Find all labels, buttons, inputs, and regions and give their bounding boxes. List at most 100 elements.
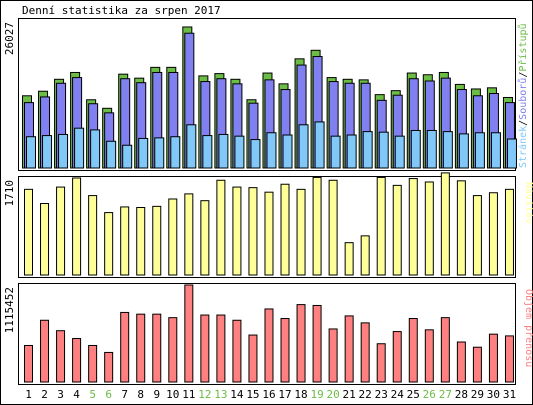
bar-pages-day-22 — [362, 131, 373, 169]
bar-visits-day-30 — [488, 192, 498, 276]
bar-visits-day-13 — [216, 179, 226, 276]
bar-kbytes-day-18 — [296, 304, 306, 383]
bar-visits-day-31 — [504, 188, 514, 276]
xtick-day-19: 19 — [310, 388, 323, 401]
bar-visits-day-5 — [88, 195, 98, 276]
xtick-day-16: 16 — [262, 388, 275, 401]
bar-pages-day-24 — [394, 135, 405, 169]
bar-visits-day-28 — [456, 180, 466, 276]
bar-visits-day-15 — [248, 187, 258, 276]
legend-entry-pages: Stránek — [517, 126, 529, 168]
bar-visits-day-14 — [232, 186, 242, 276]
bar-pages-day-2 — [42, 135, 53, 169]
xtick-day-13: 13 — [214, 388, 227, 401]
bar-kbytes-day-2 — [40, 319, 50, 383]
bar-kbytes-day-12 — [200, 314, 210, 383]
bar-kbytes-day-29 — [472, 346, 482, 383]
xtick-day-18: 18 — [294, 388, 307, 401]
bar-visits-day-11 — [184, 193, 194, 276]
chart-title: Denní statistika za srpen 2017 — [22, 4, 221, 17]
bar-pages-day-20 — [330, 135, 341, 169]
bar-kbytes-day-27 — [440, 317, 450, 383]
bar-visits-day-2 — [40, 203, 50, 276]
xtick-day-6: 6 — [105, 388, 112, 401]
xtick-day-24: 24 — [391, 388, 405, 401]
bar-visits-day-4 — [72, 177, 82, 276]
bar-pages-day-30 — [490, 132, 501, 169]
bar-visits-day-8 — [136, 206, 146, 276]
ylabel-kbytes: 1115452 — [3, 287, 16, 333]
bar-visits-day-6 — [104, 212, 114, 276]
legend-kbytes: Objem přenosu — [523, 289, 533, 367]
xtick-day-11: 11 — [182, 388, 195, 401]
bar-kbytes-day-25 — [408, 318, 418, 383]
bar-kbytes-day-16 — [264, 308, 274, 383]
bar-pages-day-23 — [378, 131, 389, 169]
bar-pages-day-4 — [74, 127, 85, 169]
ylabel-requests: 26027 — [3, 22, 16, 55]
bar-visits-day-19 — [312, 176, 322, 276]
xtick-day-21: 21 — [343, 388, 356, 401]
bar-visits-day-24 — [392, 184, 402, 276]
bar-visits-day-1 — [24, 188, 33, 276]
bar-visits-day-10 — [168, 198, 178, 276]
bar-pages-day-25 — [410, 129, 421, 169]
xtick-day-28: 28 — [455, 388, 468, 401]
xtick-day-4: 4 — [73, 388, 80, 401]
xtick-day-26: 26 — [423, 388, 436, 401]
xtick-day-9: 9 — [153, 388, 160, 401]
bar-visits-day-29 — [472, 195, 482, 276]
bar-visits-day-12 — [200, 200, 210, 276]
bar-pages-day-27 — [442, 131, 453, 169]
bar-visits-day-17 — [280, 183, 290, 276]
bar-kbytes-day-26 — [424, 329, 434, 383]
bar-pages-day-13 — [218, 133, 229, 169]
bar-kbytes-day-23 — [376, 343, 386, 383]
bar-pages-day-7 — [122, 144, 133, 169]
bar-kbytes-day-17 — [280, 318, 290, 383]
bar-pages-day-9 — [154, 137, 165, 169]
xtick-day-30: 30 — [487, 388, 500, 401]
xtick-day-31: 31 — [503, 388, 516, 401]
legend-separator: / — [518, 120, 529, 126]
xtick-day-2: 2 — [41, 388, 48, 401]
bar-kbytes-day-30 — [488, 333, 498, 383]
bar-visits-day-22 — [360, 235, 370, 276]
bar-pages-day-15 — [250, 139, 261, 169]
bar-pages-day-17 — [282, 134, 293, 169]
xtick-day-27: 27 — [439, 388, 452, 401]
bar-pages-day-18 — [298, 124, 309, 169]
legend-entry-hits: Přístupů — [517, 23, 529, 71]
bar-visits-day-23 — [376, 176, 386, 276]
xtick-day-3: 3 — [57, 388, 64, 401]
xtick-day-10: 10 — [166, 388, 179, 401]
xtick-day-25: 25 — [407, 388, 420, 401]
xtick-day-15: 15 — [246, 388, 259, 401]
bar-kbytes-day-6 — [104, 351, 114, 383]
bar-visits-day-3 — [56, 186, 66, 276]
xtick-day-20: 20 — [326, 388, 339, 401]
xtick-day-14: 14 — [230, 388, 244, 401]
bar-pages-day-3 — [58, 133, 69, 169]
bar-pages-day-16 — [266, 132, 277, 169]
bar-visits-day-25 — [408, 178, 418, 276]
xtick-day-8: 8 — [137, 388, 144, 401]
bar-kbytes-day-15 — [248, 334, 258, 383]
legend-entry-files: Souborů — [517, 78, 529, 120]
bar-kbytes-day-24 — [392, 331, 402, 383]
bar-visits-day-20 — [328, 179, 338, 276]
xtick-day-17: 17 — [278, 388, 291, 401]
bar-pages-day-21 — [346, 134, 357, 169]
bar-visits-day-9 — [152, 205, 162, 276]
bar-kbytes-day-22 — [360, 322, 370, 383]
bar-pages-day-8 — [138, 137, 149, 169]
bar-pages-day-1 — [26, 136, 36, 169]
bar-kbytes-day-9 — [152, 313, 162, 383]
bar-pages-day-14 — [234, 135, 245, 169]
xtick-day-23: 23 — [375, 388, 388, 401]
bar-kbytes-day-20 — [328, 328, 338, 383]
bar-pages-day-31 — [506, 138, 517, 169]
bar-pages-day-6 — [106, 140, 117, 169]
